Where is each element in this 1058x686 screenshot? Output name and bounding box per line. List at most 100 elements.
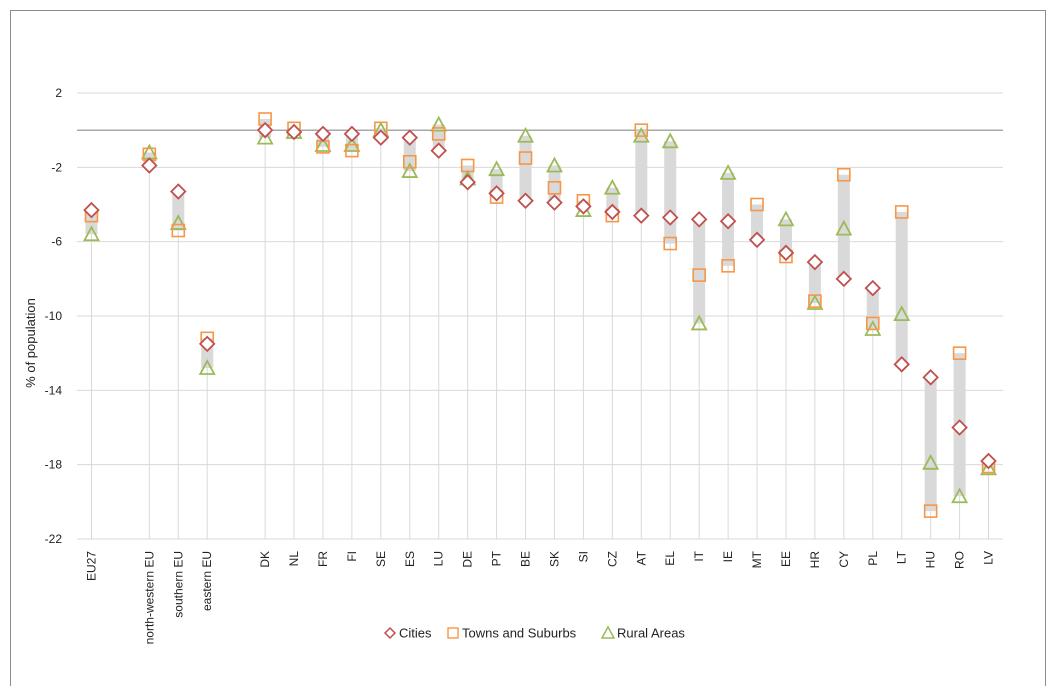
rural-areas-point-eastern-eu — [198, 359, 216, 375]
x-tick-label-se: SE — [374, 551, 388, 567]
y-tick-label: 2 — [55, 86, 62, 100]
towns-and-suburbs-point-de — [460, 158, 475, 173]
range-bar-el — [664, 141, 677, 244]
rural-areas-point-eu27 — [82, 225, 100, 242]
towns-and-suburbs-point-be — [518, 151, 533, 165]
chart-frame — [10, 10, 1046, 686]
towns-and-suburbs-point-hu — [923, 504, 938, 518]
cities-point-eu27 — [83, 201, 100, 219]
x-tick-label-el: EL — [663, 551, 677, 566]
x-tick-label-at: AT — [634, 550, 648, 565]
x-tick-label-ro: RO — [953, 551, 967, 569]
cities-point-de — [459, 173, 476, 191]
rural-areas-point-pl — [864, 320, 882, 336]
rural-areas-point-fr — [314, 136, 332, 152]
cities-point-fr — [314, 125, 332, 143]
cities-point-hr — [806, 253, 824, 271]
rural-areas-point-hu — [922, 453, 940, 470]
y-tick-label: -10 — [45, 309, 63, 323]
x-tick-label-be: BE — [519, 551, 533, 567]
cities-point-eastern-eu — [198, 335, 216, 353]
legend-cities-label: Cities — [399, 626, 432, 641]
towns-and-suburbs-point-sk — [547, 180, 562, 195]
rural-areas-point-lv — [980, 459, 998, 476]
cities-point-si — [575, 198, 592, 215]
legend-rural-areas-marker — [600, 625, 616, 639]
range-bar-es — [403, 137, 416, 172]
drop-lines — [90, 132, 990, 539]
cities-point-el — [661, 209, 679, 226]
towns-and-suburbs-point-at — [634, 123, 649, 137]
x-tick-label-hu: HU — [924, 551, 938, 568]
cities-point-it — [690, 211, 708, 228]
towns-and-suburbs-point-es — [402, 154, 417, 169]
towns-and-suburbs-point-pl — [865, 316, 880, 331]
cities-point-cy — [835, 270, 853, 288]
rural-areas-point-dk — [256, 128, 274, 145]
rural-areas-point-at — [632, 126, 650, 143]
towns-and-suburbs-point-it — [692, 268, 706, 282]
x-tick-label-pl: PL — [866, 551, 880, 566]
x-tick-label-north-western-eu: north-western EU — [142, 551, 156, 644]
range-bar-mt — [751, 204, 764, 240]
cities-point-nl — [285, 123, 303, 141]
range-bars — [85, 119, 995, 512]
x-tick-label-es: ES — [403, 551, 417, 567]
x-tick-label-dk: DK — [258, 551, 272, 568]
rural-areas-point-cy — [835, 219, 853, 236]
legend-towns-and-suburbs-marker — [447, 627, 459, 639]
range-bar-hr — [808, 262, 821, 303]
rural-areas-point-hr — [806, 294, 824, 310]
range-bar-ee — [779, 219, 792, 257]
x-tick-label-eastern-eu: eastern EU — [200, 551, 214, 611]
x-tick-label-lv: LV — [982, 551, 996, 565]
y-tick-label: -6 — [51, 235, 62, 249]
towns-and-suburbs-point-ie — [721, 259, 735, 273]
cities-point-southern-eu — [170, 183, 187, 200]
cities-point-es — [401, 129, 419, 146]
cities-point-ro — [951, 419, 968, 436]
rural-areas-point-lt — [893, 305, 911, 322]
y-axis-label: % of population — [23, 298, 38, 388]
legend-rural-areas-label: Rural Areas — [617, 626, 685, 641]
towns-and-suburbs-point-fi — [345, 143, 359, 158]
towns-and-suburbs-point-southern-eu — [171, 223, 186, 238]
x-tick-label-lu: LU — [432, 551, 446, 566]
cities-point-ie — [719, 212, 737, 230]
range-bar-lt — [895, 211, 908, 365]
cities-point-fi — [343, 125, 361, 143]
range-bar-cy — [837, 174, 850, 279]
x-tick-label-hr: HR — [808, 551, 822, 569]
x-tick-label-fi: FI — [345, 551, 359, 562]
towns-and-suburbs-point-lt — [894, 205, 909, 219]
x-tick-label-nl: NL — [287, 551, 301, 567]
x-tick-label-ee: EE — [779, 551, 793, 567]
x-tick-label-lt: LT — [895, 550, 909, 564]
x-axis-ticks: EU27 north-western EU southern EU eastern E… — [84, 550, 995, 644]
cities-point-se — [372, 129, 390, 146]
x-tick-label-sk: SK — [547, 551, 561, 567]
x-tick-label-de: DE — [461, 551, 475, 568]
cities-point-dk — [256, 121, 274, 139]
cities-point-ee — [777, 244, 795, 262]
rural-areas-point-southern-eu — [169, 214, 187, 230]
cities-point-at — [633, 207, 650, 224]
data-markers — [82, 112, 998, 518]
cities-point-sk — [546, 194, 563, 211]
rural-areas-point-cz — [603, 178, 621, 195]
cities-point-pl — [864, 279, 882, 297]
range-bar-at — [635, 130, 648, 216]
cities-point-lu — [430, 142, 447, 159]
towns-and-suburbs-point-el — [663, 236, 678, 251]
x-tick-label-southern-eu: southern EU — [171, 551, 185, 618]
x-tick-label-mt: MT — [750, 550, 764, 568]
y-axis-ticks: 2 -2 -6 -10 -14 -18 -22 — [45, 86, 63, 546]
y-tick-label: -18 — [45, 458, 63, 472]
x-tick-label-pt: PT — [490, 550, 504, 566]
range-bar-pl — [866, 288, 879, 330]
cities-point-lv — [980, 452, 997, 470]
rural-areas-point-sk — [545, 156, 563, 173]
rural-areas-point-el — [661, 132, 679, 149]
range-bar-be — [519, 135, 532, 201]
